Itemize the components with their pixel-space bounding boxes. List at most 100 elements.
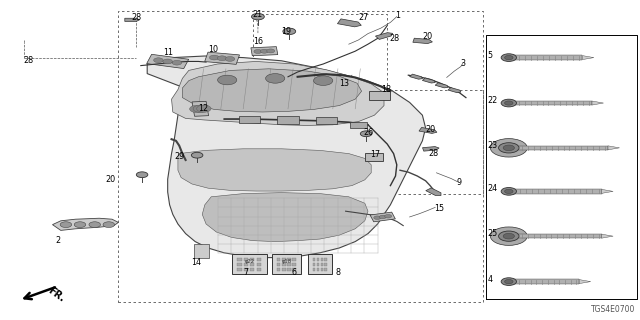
Polygon shape [178, 149, 371, 191]
Bar [509, 101, 592, 105]
Bar [257, 268, 261, 271]
Bar [244, 258, 248, 261]
Text: 21: 21 [253, 10, 263, 19]
Bar [287, 258, 291, 261]
Polygon shape [147, 54, 189, 68]
Circle shape [196, 105, 211, 112]
Circle shape [74, 222, 86, 228]
Polygon shape [147, 56, 426, 258]
Circle shape [217, 56, 227, 60]
Bar [244, 263, 248, 266]
Circle shape [60, 222, 72, 228]
Circle shape [504, 55, 513, 60]
Polygon shape [608, 146, 620, 150]
Circle shape [209, 55, 219, 60]
Text: 20: 20 [426, 125, 436, 134]
Polygon shape [422, 147, 439, 151]
Text: 27: 27 [358, 13, 369, 22]
Text: 1: 1 [396, 12, 401, 20]
Bar [282, 268, 285, 271]
Circle shape [193, 105, 207, 112]
Bar [292, 258, 296, 261]
Text: 28: 28 [389, 34, 399, 43]
Polygon shape [125, 18, 140, 21]
Circle shape [218, 75, 237, 85]
Circle shape [136, 172, 148, 178]
Circle shape [503, 233, 515, 239]
Text: 25: 25 [488, 229, 498, 238]
FancyBboxPatch shape [316, 117, 337, 124]
Text: 20: 20 [106, 175, 116, 184]
Bar [321, 263, 323, 266]
Circle shape [163, 59, 173, 64]
Polygon shape [422, 78, 435, 83]
Bar [509, 279, 579, 284]
FancyBboxPatch shape [232, 254, 267, 274]
Text: 28: 28 [131, 13, 141, 22]
Bar [313, 258, 316, 261]
Text: 12: 12 [198, 104, 209, 113]
Text: 23: 23 [488, 141, 498, 150]
Text: 10: 10 [208, 45, 218, 54]
Text: FR.: FR. [46, 285, 67, 304]
FancyBboxPatch shape [194, 244, 209, 258]
Bar [277, 263, 280, 266]
Text: 17: 17 [370, 150, 380, 159]
Circle shape [501, 278, 516, 285]
Bar [244, 268, 248, 271]
Text: 26: 26 [364, 128, 374, 137]
Circle shape [89, 222, 100, 228]
Polygon shape [419, 127, 437, 133]
Circle shape [252, 13, 264, 20]
Circle shape [504, 101, 513, 105]
Bar [277, 258, 280, 261]
Text: 19: 19 [282, 28, 292, 36]
Bar [509, 189, 602, 194]
FancyBboxPatch shape [369, 91, 390, 100]
Bar [250, 268, 255, 271]
Circle shape [191, 152, 203, 158]
Text: 13: 13 [339, 79, 349, 88]
Polygon shape [182, 69, 362, 112]
Bar [317, 263, 319, 266]
Bar [237, 268, 242, 271]
Circle shape [385, 214, 392, 218]
Text: 2: 2 [55, 236, 60, 245]
Text: 14: 14 [191, 258, 201, 267]
Polygon shape [376, 33, 393, 39]
Text: φ22: φ22 [244, 259, 255, 264]
Text: 8: 8 [336, 268, 341, 277]
Text: 16: 16 [253, 37, 263, 46]
FancyBboxPatch shape [239, 116, 260, 123]
FancyBboxPatch shape [365, 153, 383, 161]
Bar [237, 258, 242, 261]
Bar [287, 263, 291, 266]
Text: 4: 4 [488, 275, 493, 284]
Polygon shape [413, 38, 433, 44]
Circle shape [283, 28, 296, 35]
Polygon shape [251, 47, 278, 56]
Circle shape [504, 189, 513, 194]
Circle shape [501, 54, 516, 61]
Bar [313, 263, 316, 266]
Polygon shape [592, 101, 604, 105]
Bar [257, 263, 261, 266]
Text: 5: 5 [488, 51, 493, 60]
Circle shape [374, 216, 381, 220]
Circle shape [499, 143, 519, 153]
Polygon shape [202, 193, 368, 242]
Polygon shape [410, 74, 422, 79]
Bar [321, 258, 323, 261]
Polygon shape [435, 83, 448, 88]
Text: TGS4E0700: TGS4E0700 [591, 305, 635, 314]
FancyBboxPatch shape [277, 116, 299, 124]
Polygon shape [426, 188, 441, 196]
Circle shape [379, 215, 386, 219]
Polygon shape [582, 56, 594, 60]
Circle shape [225, 57, 235, 61]
Circle shape [501, 188, 516, 195]
Text: 11: 11 [163, 48, 173, 57]
Circle shape [499, 231, 519, 241]
Bar [282, 258, 285, 261]
Text: 15: 15 [434, 204, 444, 213]
